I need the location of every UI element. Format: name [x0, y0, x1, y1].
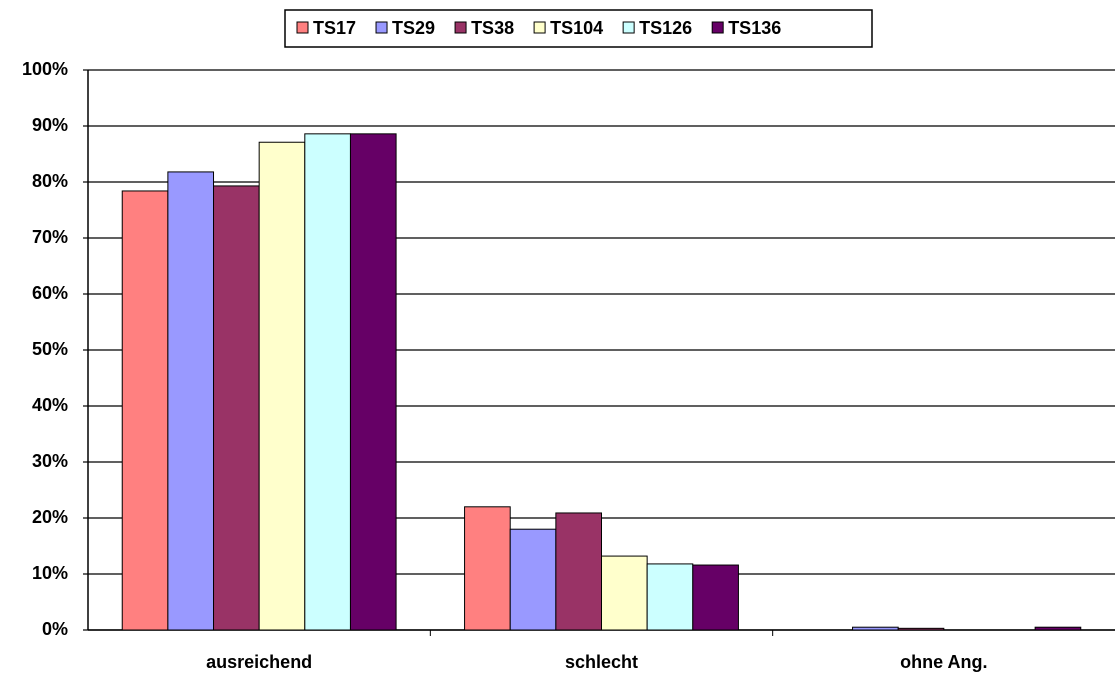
bar	[1034, 626, 1082, 631]
legend-swatch	[375, 21, 388, 34]
bar	[304, 133, 351, 631]
y-tick-label: 50%	[32, 339, 68, 359]
legend-swatch	[454, 21, 467, 34]
legend-swatch	[622, 21, 635, 34]
bar	[555, 512, 602, 631]
y-tick-label: 0%	[42, 619, 68, 639]
x-tick-label: schlecht	[565, 652, 638, 672]
y-tick-label: 60%	[32, 283, 68, 303]
bar	[897, 627, 945, 631]
bar	[692, 564, 739, 631]
bar	[509, 528, 557, 631]
y-tick-label: 70%	[32, 227, 68, 247]
y-tick-label: 80%	[32, 171, 68, 191]
bar	[258, 141, 306, 631]
y-tick-label: 40%	[32, 395, 68, 415]
y-tick-label: 10%	[32, 563, 68, 583]
legend-label: TS104	[550, 18, 603, 38]
legend-label: TS17	[313, 18, 356, 38]
y-tick-label: 30%	[32, 451, 68, 471]
legend-swatch	[711, 21, 724, 34]
bar	[601, 555, 648, 631]
y-tick-label: 20%	[32, 507, 68, 527]
legend-label: TS136	[728, 18, 781, 38]
bar	[213, 185, 260, 631]
legend-swatch	[533, 21, 546, 34]
x-tick-label: ohne Ang.	[900, 652, 987, 672]
bar	[464, 506, 511, 631]
y-tick-label: 100%	[22, 59, 68, 79]
bar	[349, 133, 397, 631]
legend-label: TS38	[471, 18, 514, 38]
legend-label: TS126	[639, 18, 692, 38]
y-tick-label: 90%	[32, 115, 68, 135]
bar	[167, 171, 215, 631]
bar	[121, 190, 169, 631]
legend-swatch	[296, 21, 309, 34]
bar	[852, 626, 899, 631]
legend-label: TS29	[392, 18, 435, 38]
bar	[646, 563, 694, 631]
x-tick-label: ausreichend	[206, 652, 312, 672]
